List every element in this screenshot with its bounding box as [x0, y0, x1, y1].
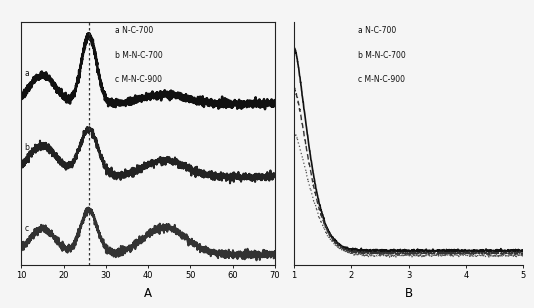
Text: c: c [25, 224, 29, 233]
Text: b M-N-C-700: b M-N-C-700 [115, 51, 163, 60]
X-axis label: B: B [405, 287, 413, 300]
Text: c M-N-C-900: c M-N-C-900 [358, 75, 405, 84]
Text: c M-N-C-900: c M-N-C-900 [115, 75, 162, 84]
Text: a N-C-700: a N-C-700 [358, 26, 397, 35]
X-axis label: A: A [144, 287, 152, 300]
Text: b M-N-C-700: b M-N-C-700 [358, 51, 406, 60]
Text: b: b [25, 143, 29, 152]
Text: a N-C-700: a N-C-700 [115, 26, 153, 35]
Text: a: a [25, 69, 29, 79]
